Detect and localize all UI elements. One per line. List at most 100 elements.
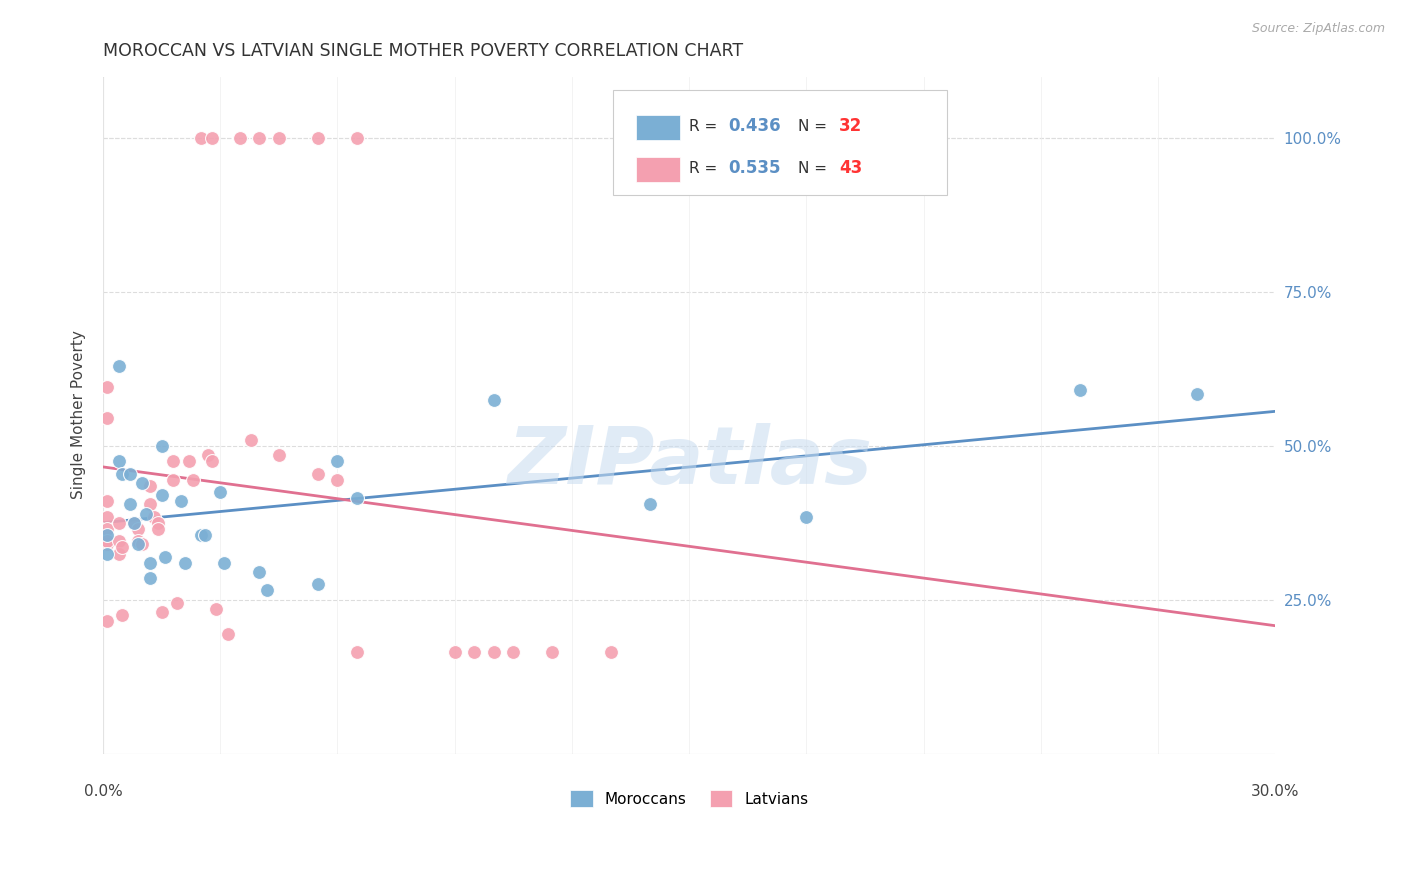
Point [228,131,250,145]
Point [638,497,661,511]
Point [107,359,129,373]
Point [139,479,162,493]
Point [247,565,270,579]
Text: 43: 43 [839,159,862,178]
Point [111,467,134,481]
Point [307,467,329,481]
Point [482,392,505,407]
Point [1069,384,1091,398]
Point [162,454,184,468]
FancyBboxPatch shape [637,115,681,140]
Point [166,596,188,610]
Point [142,509,165,524]
Point [122,516,145,530]
Point [205,602,228,616]
Point [240,433,263,447]
Point [190,528,212,542]
Point [502,645,524,659]
Point [150,439,173,453]
Point [122,516,145,530]
Text: Source: ZipAtlas.com: Source: ZipAtlas.com [1251,22,1385,36]
Point [96,380,118,394]
FancyBboxPatch shape [613,90,948,195]
Point [111,608,134,623]
Point [170,494,193,508]
Point [146,522,169,536]
Point [150,605,173,619]
Point [107,516,129,530]
Point [193,528,215,542]
Point [796,509,818,524]
Point [212,556,235,570]
Text: 0.535: 0.535 [728,159,780,178]
Point [120,497,142,511]
Point [96,522,118,536]
Point [326,454,349,468]
Point [162,473,184,487]
Text: N =: N = [799,119,832,134]
Text: MOROCCAN VS LATVIAN SINGLE MOTHER POVERTY CORRELATION CHART: MOROCCAN VS LATVIAN SINGLE MOTHER POVERT… [103,42,742,60]
Legend: Moroccans, Latvians: Moroccans, Latvians [564,784,815,814]
Point [96,494,118,508]
Point [1187,386,1209,401]
Point [96,509,118,524]
Point [201,131,224,145]
Point [96,614,118,628]
Point [107,454,129,468]
Point [139,497,162,511]
Point [127,537,149,551]
Text: R =: R = [689,119,723,134]
Point [267,448,290,462]
Text: N =: N = [799,161,832,176]
Point [326,473,349,487]
Point [120,467,142,481]
Point [600,645,623,659]
Point [131,537,153,551]
Point [127,534,149,549]
Point [155,549,177,564]
Point [174,556,197,570]
Point [135,507,157,521]
Point [267,131,290,145]
Point [541,645,564,659]
Point [307,577,329,591]
Point [307,131,329,145]
Point [247,131,270,145]
Text: 30.0%: 30.0% [1251,784,1299,799]
Point [96,534,118,549]
Text: 0.0%: 0.0% [83,784,122,799]
Point [217,626,239,640]
Point [209,485,232,500]
Point [146,516,169,530]
Point [127,522,149,536]
Point [150,488,173,502]
Point [190,131,212,145]
Point [256,583,278,598]
FancyBboxPatch shape [637,157,681,182]
Point [111,541,134,555]
Text: ZIPatlas: ZIPatlas [506,424,872,501]
Text: 0.436: 0.436 [728,117,780,136]
Text: R =: R = [689,161,723,176]
Point [346,131,368,145]
Point [346,491,368,505]
Point [201,454,224,468]
Point [346,645,368,659]
Point [139,556,162,570]
Point [96,528,118,542]
Point [197,448,219,462]
Point [177,454,200,468]
Point [107,547,129,561]
Point [463,645,485,659]
Point [181,473,204,487]
Point [107,534,129,549]
Y-axis label: Single Mother Poverty: Single Mother Poverty [72,331,86,500]
Point [96,411,118,425]
Point [131,475,153,490]
Point [139,571,162,585]
Point [443,645,465,659]
Point [482,645,505,659]
Point [96,547,118,561]
Point [96,537,118,551]
Text: 32: 32 [839,117,862,136]
